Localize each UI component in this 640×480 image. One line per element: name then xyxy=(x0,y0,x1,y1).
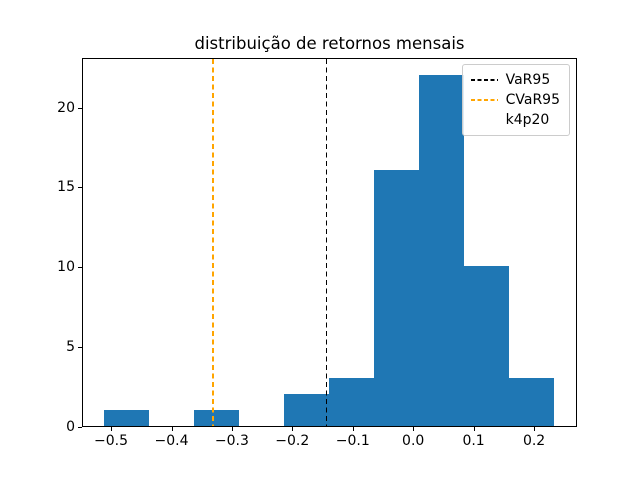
histogram-bar xyxy=(419,74,464,426)
y-tick-label: 10 xyxy=(57,259,75,276)
histogram-bar xyxy=(509,378,554,426)
cvar95-line xyxy=(212,59,214,426)
legend-row-cvar95: CVaR95 xyxy=(470,90,560,110)
cvar95-dashed-line-icon xyxy=(470,99,498,101)
x-tick-label: −0.5 xyxy=(94,433,128,449)
x-tick-label: 0.0 xyxy=(402,433,425,449)
x-tick-mark xyxy=(171,427,173,431)
legend-row-k4p20: k4p20 xyxy=(471,110,560,130)
y-tick-label: 20 xyxy=(57,99,75,116)
plot-area: VaR95 CVaR95 k4p20 xyxy=(82,58,577,427)
var95-dashed-line-icon xyxy=(470,79,498,81)
y-tick-mark xyxy=(78,267,82,269)
empty-legend-handle xyxy=(471,119,498,121)
y-tick-label: 0 xyxy=(66,419,75,435)
histogram-bar xyxy=(329,378,374,426)
histogram-bar xyxy=(193,410,239,426)
x-tick-mark xyxy=(292,427,294,431)
legend: VaR95 CVaR95 k4p20 xyxy=(461,64,570,136)
x-tick-mark xyxy=(473,427,475,431)
x-tick-label: 0.1 xyxy=(462,433,485,449)
x-tick-label: −0.2 xyxy=(275,433,310,449)
y-tick-mark xyxy=(78,187,82,189)
chart-title: distribuição de retornos mensais xyxy=(194,34,465,53)
legend-row-var95: VaR95 xyxy=(470,70,560,90)
y-tick-label: 5 xyxy=(66,339,75,356)
x-tick-mark xyxy=(231,427,233,431)
x-tick-label: 0.2 xyxy=(522,433,546,449)
x-tick-mark xyxy=(111,427,112,431)
legend-label-cvar95: CVaR95 xyxy=(505,92,560,108)
legend-label-k4p20: k4p20 xyxy=(505,112,550,128)
histogram-bar xyxy=(103,410,149,426)
y-tick-mark xyxy=(78,427,82,428)
x-tick-label: −0.3 xyxy=(214,433,249,449)
y-tick-label: 15 xyxy=(57,179,75,196)
x-tick-label: −0.4 xyxy=(154,433,189,449)
y-tick-mark xyxy=(78,107,82,109)
histogram-bar xyxy=(373,170,419,426)
x-tick-mark xyxy=(352,427,354,431)
histogram-bar xyxy=(283,394,329,426)
x-tick-mark xyxy=(413,427,415,431)
var95-line xyxy=(325,59,328,426)
x-tick-label: −0.1 xyxy=(335,433,370,449)
legend-label-var95: VaR95 xyxy=(505,72,551,88)
histogram-bar xyxy=(463,266,510,426)
y-tick-mark xyxy=(78,347,82,349)
x-tick-mark xyxy=(534,427,536,431)
